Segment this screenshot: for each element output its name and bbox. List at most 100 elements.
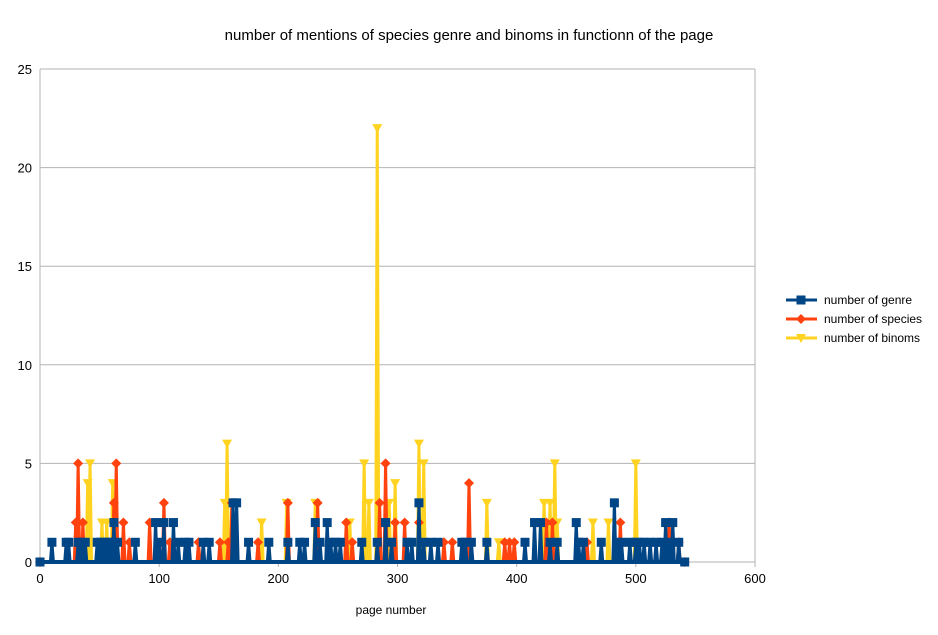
data-point	[372, 537, 382, 547]
data-point	[295, 537, 305, 547]
data-point	[545, 537, 555, 547]
data-point	[460, 537, 470, 547]
data-point	[47, 537, 57, 547]
data-point	[151, 518, 161, 528]
legend-swatch-marker	[796, 334, 806, 343]
data-point	[419, 537, 429, 547]
series-line	[40, 126, 685, 564]
data-point	[639, 537, 649, 547]
legend-label: number of genre	[824, 293, 912, 307]
data-point	[413, 439, 424, 449]
data-point	[264, 537, 274, 547]
data-point	[426, 537, 436, 547]
data-point	[283, 537, 293, 547]
data-point	[402, 537, 412, 547]
data-point	[447, 537, 458, 548]
data-point	[464, 478, 474, 489]
data-point	[372, 124, 383, 134]
data-point	[326, 537, 336, 547]
data-point	[64, 537, 74, 547]
data-point	[173, 537, 183, 547]
data-point	[222, 439, 233, 449]
data-point	[73, 458, 84, 469]
data-point	[578, 537, 588, 547]
x-tick-label: 500	[625, 571, 647, 586]
data-point	[520, 537, 530, 547]
data-point	[204, 537, 214, 547]
data-point	[109, 518, 119, 528]
data-point	[668, 518, 678, 528]
x-tick-label: 600	[744, 571, 766, 586]
data-point	[335, 537, 345, 547]
legend-label: number of binoms	[824, 331, 920, 345]
y-tick-label: 15	[18, 259, 32, 274]
data-point	[625, 537, 635, 547]
chart-title: number of mentions of species genre and …	[225, 27, 714, 44]
series-layer	[35, 124, 690, 567]
x-tick-labels: 0 100 200 300 400 500 600	[36, 571, 765, 586]
data-point	[35, 557, 45, 567]
legend-swatch-marker	[796, 295, 806, 305]
legend-item: number of binoms	[786, 331, 920, 345]
data-point	[312, 497, 323, 508]
data-point	[609, 498, 619, 508]
y-tick-labels: 0 5 10 15 20 25	[18, 62, 32, 570]
data-point	[331, 537, 341, 547]
data-point	[341, 517, 352, 528]
data-point	[310, 518, 320, 528]
legend: number of genre number of species number o…	[786, 293, 922, 345]
data-point	[399, 517, 410, 528]
data-point	[118, 517, 129, 528]
data-point	[359, 459, 370, 469]
data-point	[481, 498, 492, 508]
data-point	[574, 537, 584, 547]
data-point	[552, 537, 562, 547]
data-point	[482, 537, 492, 547]
x-tick-label: 0	[36, 571, 43, 586]
data-point	[108, 497, 119, 508]
data-point	[571, 518, 581, 528]
data-point	[630, 459, 641, 469]
y-tick-label: 10	[18, 358, 32, 373]
legend-item: number of genre	[786, 293, 912, 307]
x-tick-label: 100	[148, 571, 170, 586]
data-point	[407, 537, 417, 547]
data-point	[300, 537, 310, 547]
y-tick-label: 25	[18, 62, 32, 77]
data-point	[381, 518, 391, 528]
x-tick-label: 400	[506, 571, 528, 586]
data-point	[357, 537, 367, 547]
legend-item: number of species	[786, 312, 922, 326]
legend-label: number of species	[824, 312, 922, 326]
data-point	[651, 537, 661, 547]
data-point	[549, 459, 560, 469]
data-point	[587, 518, 598, 528]
data-point	[80, 537, 90, 547]
axes	[39, 69, 756, 567]
data-point	[603, 518, 614, 528]
x-tick-label: 200	[267, 571, 289, 586]
series-number-of-genre	[35, 498, 690, 567]
data-point	[253, 537, 264, 548]
data-point	[130, 537, 140, 547]
data-point	[680, 557, 690, 567]
data-point	[363, 498, 374, 508]
data-point	[198, 537, 208, 547]
data-point	[315, 537, 325, 547]
data-point	[387, 537, 397, 547]
data-point	[493, 538, 504, 548]
data-point	[154, 537, 164, 547]
data-point	[414, 498, 424, 508]
data-point	[214, 537, 225, 548]
gridlines	[40, 68, 755, 563]
data-point	[70, 517, 81, 528]
data-point	[674, 537, 684, 547]
data-point	[466, 537, 476, 547]
data-point	[390, 517, 401, 528]
data-point	[112, 537, 122, 547]
data-point	[617, 537, 627, 547]
data-point	[184, 537, 194, 547]
data-point	[530, 518, 540, 528]
y-tick-label: 0	[25, 555, 32, 570]
data-point	[77, 517, 88, 528]
